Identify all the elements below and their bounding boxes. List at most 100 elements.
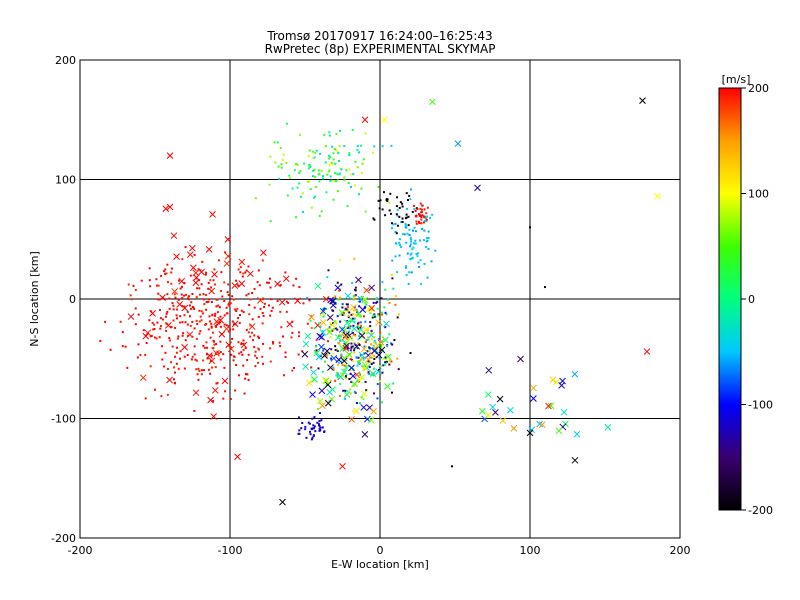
scatter-point-dot: [284, 271, 287, 274]
scatter-point-dot: [258, 284, 261, 287]
scatter-point-dot: [245, 294, 248, 297]
scatter-point-dot: [373, 313, 376, 316]
scatter-point-dot: [241, 275, 244, 278]
scatter-point-dot: [332, 198, 335, 201]
scatter-point-x: [314, 282, 322, 290]
scatter-point-dot: [352, 295, 355, 298]
scatter-point-dot: [373, 145, 376, 148]
scatter-point-x: [559, 377, 566, 385]
scatter-point-dot: [380, 345, 383, 348]
scatter-point-dot: [130, 298, 133, 301]
scatter-point-dot: [291, 331, 294, 334]
scatter-point-dot: [175, 308, 178, 311]
scatter-point-x: [368, 304, 376, 312]
scatter-point-dot: [207, 300, 210, 303]
scatter-point-dot: [149, 365, 152, 368]
scatter-point-x: [357, 295, 365, 303]
scatter-point-dot: [223, 314, 226, 317]
scatter-point-dot: [261, 259, 264, 262]
scatter-point-x: [316, 332, 324, 340]
scatter-point-dot: [234, 389, 237, 392]
scatter-point-dot: [222, 353, 225, 356]
scatter-point-dot: [328, 131, 331, 134]
scatter-point-dot: [335, 348, 338, 351]
scatter-point-dot: [187, 298, 190, 301]
scatter-point-dot: [214, 325, 217, 328]
scatter-point-dot: [366, 336, 369, 339]
scatter-point-dot: [420, 222, 423, 225]
scatter-point-dot: [251, 318, 254, 321]
scatter-point-dot: [262, 298, 265, 301]
scatter-point-dot: [159, 327, 162, 330]
scatter-point-dot: [351, 360, 354, 363]
scatter-point-dot: [303, 162, 306, 165]
scatter-point-dot: [355, 402, 358, 405]
scatter-point-dot: [381, 145, 384, 148]
scatter-point-dot: [413, 242, 416, 245]
scatter-point-dot: [174, 382, 177, 385]
scatter-point-dot: [338, 159, 341, 162]
scatter-point-x: [260, 249, 267, 257]
scatter-point-x: [341, 368, 348, 376]
colorbar-tick-label: 0: [748, 293, 755, 306]
scatter-point-dot: [319, 426, 322, 429]
scatter-point-dot: [297, 432, 300, 435]
scatter-point-dot: [434, 249, 437, 252]
scatter-point-dot: [240, 343, 243, 346]
scatter-point-dot: [401, 205, 404, 208]
scatter-point-dot: [261, 322, 264, 325]
scatter-point-dot: [208, 298, 211, 301]
scatter-point-dot: [405, 274, 408, 277]
scatter-point-x: [231, 320, 239, 328]
scatter-point-dot: [426, 239, 429, 242]
scatter-point-dot: [358, 305, 361, 308]
scatter-point-dot: [320, 169, 323, 172]
scatter-point-x: [170, 232, 178, 240]
scatter-point-dot: [199, 315, 202, 318]
scatter-point-dot: [323, 430, 326, 433]
scatter-point-x: [306, 379, 313, 387]
scatter-point-dot: [409, 236, 412, 239]
scatter-point-dot: [308, 167, 311, 170]
scatter-point-dot: [191, 305, 194, 308]
scatter-point-x: [499, 417, 507, 424]
scatter-point-dot: [413, 204, 416, 207]
colorbar-tick-label: -200: [748, 504, 773, 517]
scatter-point-dot: [391, 277, 394, 280]
x-tick-label: 100: [520, 544, 541, 557]
scatter-point-dot: [202, 293, 205, 296]
scatter-point-x: [144, 329, 152, 337]
scatter-point-dot: [176, 337, 179, 340]
scatter-point-dot: [151, 321, 154, 324]
scatter-point-dot: [287, 301, 290, 304]
scatter-point-dot: [239, 266, 242, 269]
scatter-point-dot: [384, 361, 387, 364]
scatter-point-dot: [314, 430, 317, 433]
scatter-point-dot: [388, 359, 391, 362]
scatter-point-dot: [401, 233, 404, 236]
scatter-point-dot: [353, 288, 356, 291]
scatter-point-dot: [195, 319, 198, 322]
scatter-point-x: [213, 318, 221, 325]
scatter-point-dot: [203, 369, 206, 372]
scatter-point-x: [334, 284, 342, 292]
scatter-point-dot: [157, 292, 160, 295]
scatter-point-dot: [408, 233, 411, 236]
scatter-point-dot: [366, 350, 369, 353]
scatter-point-dot: [163, 365, 166, 368]
scatter-point-dot: [132, 284, 135, 287]
scatter-point-dot: [326, 328, 329, 331]
scatter-point-dot: [253, 287, 256, 290]
scatter-point-dot: [247, 265, 250, 268]
scatter-point-dot: [353, 257, 356, 260]
scatter-point-dot: [353, 184, 356, 187]
scatter-point-dot: [215, 343, 218, 346]
scatter-point-x: [190, 264, 197, 272]
scatter-point-dot: [261, 355, 264, 358]
scatter-point-dot: [379, 333, 382, 336]
scatter-point-dot: [368, 373, 371, 376]
scatter-point-dot: [302, 210, 305, 213]
scatter-point-dot: [317, 169, 320, 172]
scatter-point-x: [530, 395, 537, 402]
scatter-point-dot: [220, 289, 223, 292]
